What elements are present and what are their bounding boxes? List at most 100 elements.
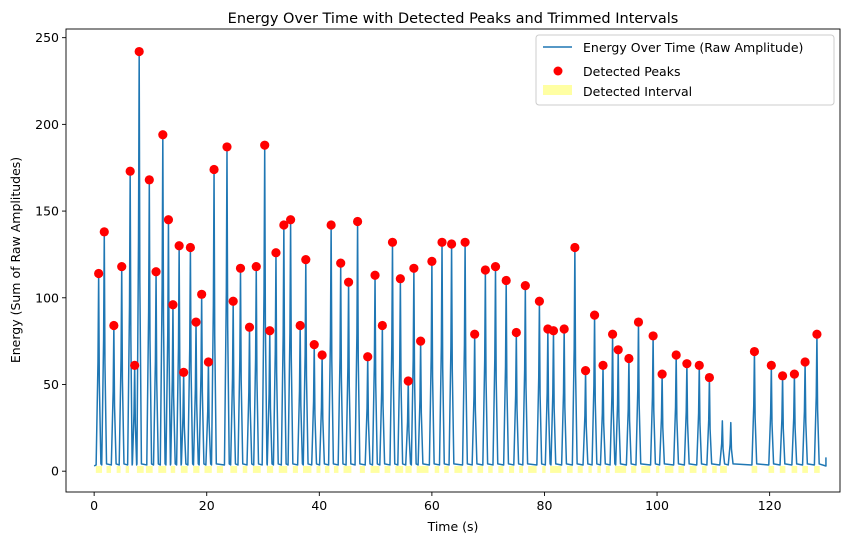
peak-marker (222, 142, 232, 152)
interval-band (158, 465, 167, 473)
peak-marker (144, 175, 154, 185)
chart-title: Energy Over Time with Detected Peaks and… (228, 11, 679, 27)
interval-band (252, 465, 261, 473)
interval-band (193, 465, 200, 473)
peak-marker (343, 277, 354, 287)
interval-band (216, 465, 224, 473)
peak-marker (203, 357, 214, 367)
peak-marker (109, 320, 119, 331)
x-tick-label: 120 (758, 498, 782, 513)
interval-band (230, 465, 238, 473)
peak-marker (363, 352, 373, 362)
peak-marker (694, 360, 704, 371)
interval-band (550, 465, 562, 473)
interval-band (689, 465, 697, 473)
peak-marker (446, 239, 457, 249)
peak-marker (326, 220, 336, 230)
interval-band (180, 465, 188, 473)
peak-marker (235, 263, 246, 273)
peak-marker (613, 345, 623, 355)
legend-peak-swatch (553, 66, 563, 76)
interval-band (292, 465, 298, 473)
x-tick-label: 100 (645, 498, 669, 513)
y-tick-label: 0 (51, 464, 59, 479)
interval-band (509, 465, 515, 473)
legend-box (535, 34, 835, 106)
peak-marker (480, 265, 490, 275)
interval-band (136, 465, 144, 473)
peak-marker (657, 369, 667, 379)
peak-marker (534, 296, 545, 306)
peak-marker (99, 227, 109, 237)
interval-band (116, 465, 121, 473)
peak-marker (179, 367, 189, 377)
peak-marker (409, 263, 419, 273)
peak-marker (209, 164, 219, 175)
peak-marker (704, 372, 715, 383)
x-axis-ticks: 0 20 40 60 80 100 120 (90, 492, 782, 513)
peak-marker (548, 326, 559, 336)
peak-marker (286, 215, 296, 225)
interval-band (324, 465, 330, 473)
energy-line (93, 50, 827, 467)
interval-band (597, 465, 601, 473)
legend: Energy Over Time (Raw Amplitude) Detecte… (535, 34, 835, 106)
y-tick-label: 100 (35, 290, 59, 305)
peak-marker (295, 320, 305, 331)
interval-band (712, 465, 717, 473)
peak-marker (490, 261, 501, 272)
x-tick-label: 0 (90, 498, 98, 513)
detected-intervals (95, 465, 820, 473)
peak-marker (682, 359, 692, 369)
peak-marker (437, 237, 447, 247)
peak-marker (317, 350, 327, 360)
interval-band (678, 465, 685, 473)
interval-band (791, 465, 798, 473)
peak-marker (520, 281, 530, 291)
peak-marker (648, 331, 658, 341)
peak-marker (570, 242, 580, 253)
interval-band (395, 465, 404, 473)
interval-band (588, 465, 592, 473)
peak-marker (589, 310, 600, 320)
peak-marker (501, 275, 511, 286)
peak-marker (671, 350, 681, 360)
peak-marker (228, 296, 238, 306)
interval-band (814, 465, 820, 473)
peak-marker (94, 268, 104, 279)
interval-band (641, 465, 651, 473)
interval-band (631, 465, 637, 473)
interval-band (343, 465, 352, 473)
peak-marker (130, 360, 140, 371)
interval-band (444, 465, 449, 473)
peak-marker (766, 360, 776, 371)
plot-area (65, 28, 841, 493)
peak-marker (163, 215, 174, 225)
peak-marker (607, 329, 618, 339)
peak-marker (598, 360, 608, 371)
detected-peaks (94, 46, 822, 386)
peak-marker (624, 353, 634, 364)
y-axis-ticks: 0 50 100 150 200 250 (35, 30, 66, 479)
x-tick-label: 60 (424, 498, 440, 513)
interval-band (498, 465, 504, 473)
peak-marker (789, 369, 800, 379)
peak-marker (260, 140, 270, 150)
peak-marker (387, 237, 398, 247)
peak-marker (301, 255, 311, 265)
peak-marker (460, 237, 470, 247)
interval-band (204, 465, 212, 473)
interval-band (333, 465, 339, 473)
peak-marker (265, 326, 275, 336)
interval-band (416, 465, 429, 473)
peak-marker (158, 130, 168, 140)
interval-band (605, 465, 610, 473)
interval-band (577, 465, 583, 473)
peak-marker (511, 327, 521, 338)
interval-band (519, 465, 524, 473)
peak-marker (800, 357, 810, 367)
peak-marker (251, 261, 261, 272)
peak-marker (370, 270, 380, 280)
interval-band (454, 465, 463, 473)
peak-marker (395, 274, 405, 284)
